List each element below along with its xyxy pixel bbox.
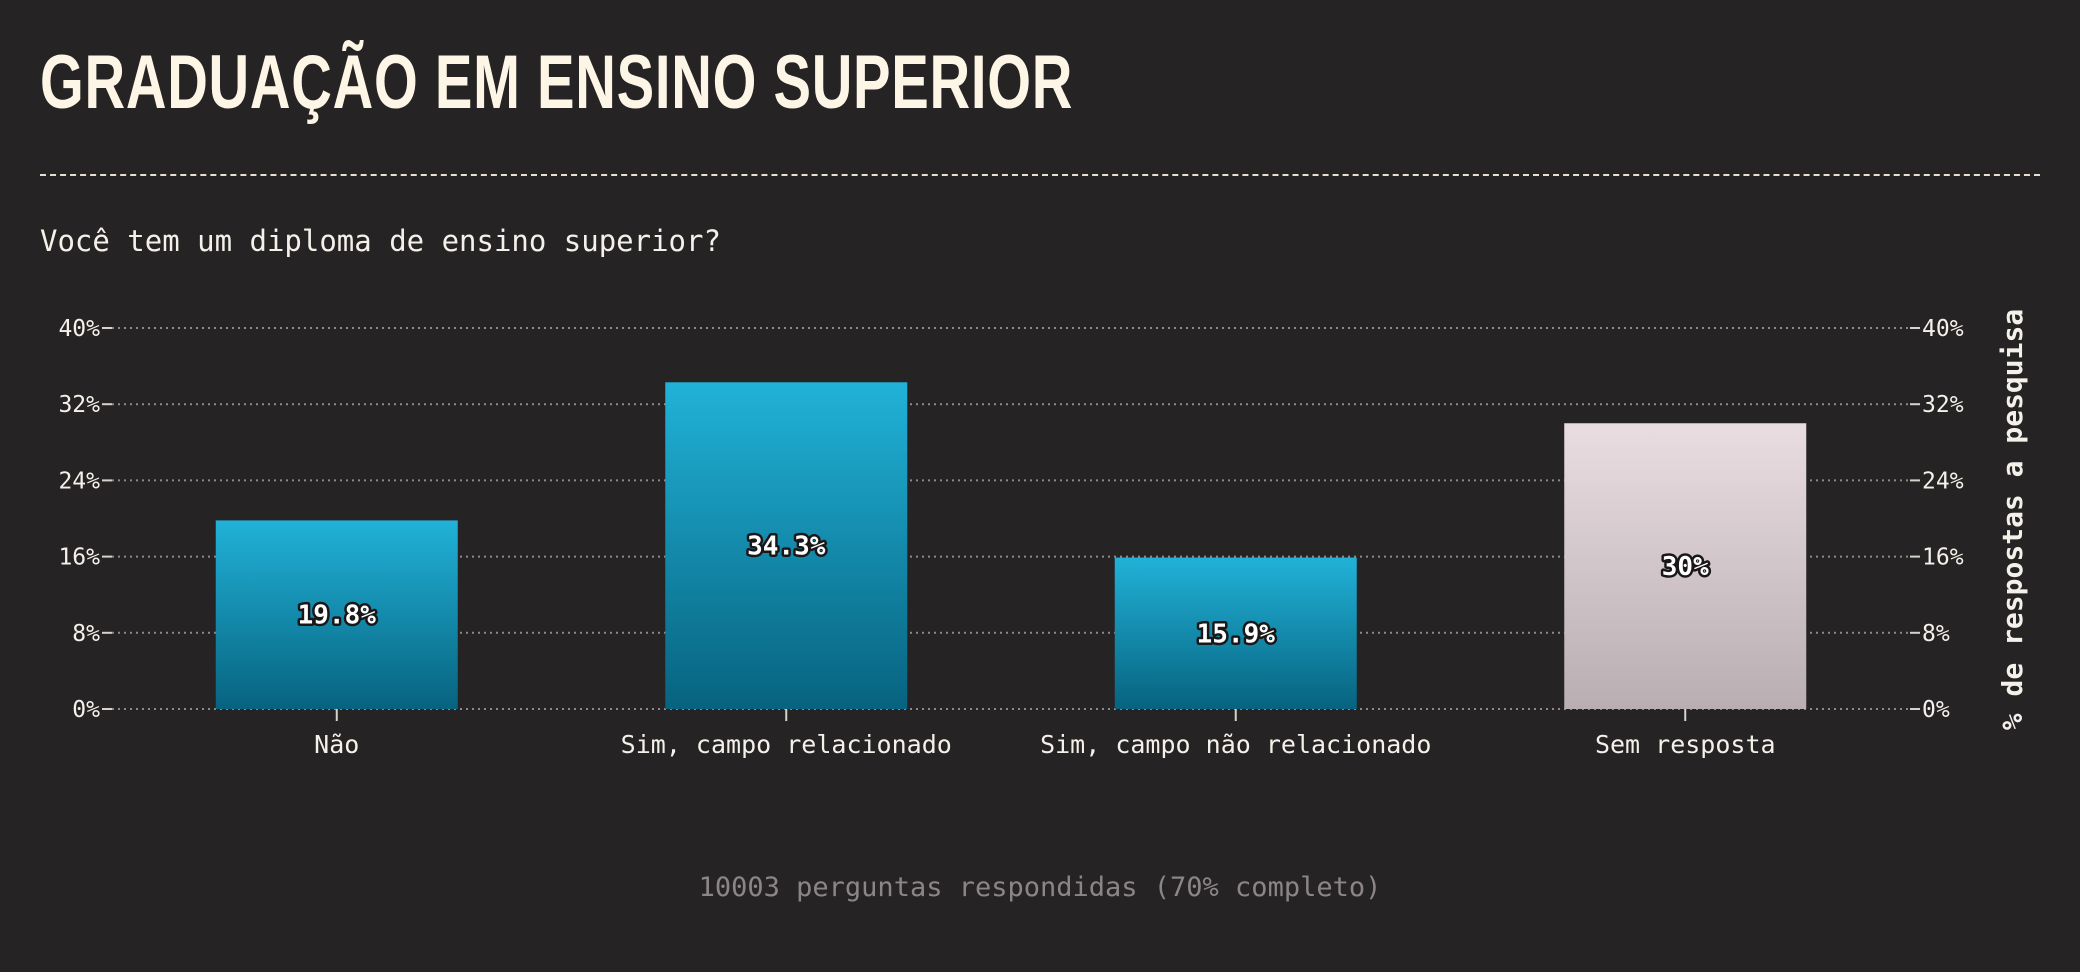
page-title: GRADUAÇÃO EM ENSINO SUPERIOR [40, 40, 1074, 125]
y-tick-label-left: 8% [72, 621, 100, 647]
x-tick-label: Sem resposta [1595, 730, 1776, 759]
data-label: 30% [1662, 552, 1709, 582]
data-label: 19.8% [298, 601, 377, 631]
y-tick-label-right: 40% [1922, 316, 1964, 342]
y-tick-label-left: 24% [58, 468, 100, 494]
bar-4 [1564, 423, 1807, 709]
data-label: 15.9% [1197, 619, 1276, 649]
y-tick-label-right: 32% [1922, 392, 1964, 418]
title-divider [40, 174, 2040, 176]
y-tick-label-right: 0% [1922, 697, 1950, 723]
y-tick-label-left: 32% [58, 392, 100, 418]
y-tick-label-right: 8% [1922, 621, 1950, 647]
y-axis-title: % de respostas a pesquisa [1996, 309, 2029, 730]
data-label: 34.3% [747, 532, 826, 562]
chart-question: Você tem um diploma de ensino superior? [40, 224, 721, 258]
y-tick-label-left: 40% [58, 316, 100, 342]
x-tick-label: Sim, campo não relacionado [1040, 730, 1431, 759]
bar-2 [665, 382, 908, 709]
data-labels: 19.8% 34.3% 15.9% 30% [295, 529, 1711, 652]
response-count: 10003 perguntas respondidas (70% complet… [698, 872, 1382, 903]
y-tick-label-left: 16% [58, 545, 100, 571]
bars [215, 382, 1807, 709]
axes: 0% 0% 8% 8% 16% 16% 24% 24% 32% 32% 40% 40% Não Sim, … [58, 316, 1963, 759]
y-tick-label-right: 24% [1922, 468, 1964, 494]
bar-3 [1114, 557, 1357, 709]
x-tick-label: Não [314, 730, 359, 759]
y-tick-label-left: 0% [72, 697, 100, 723]
bar-1 [215, 520, 458, 709]
x-tick-label: Sim, campo relacionado [621, 730, 952, 759]
y-tick-label-right: 16% [1922, 545, 1964, 571]
